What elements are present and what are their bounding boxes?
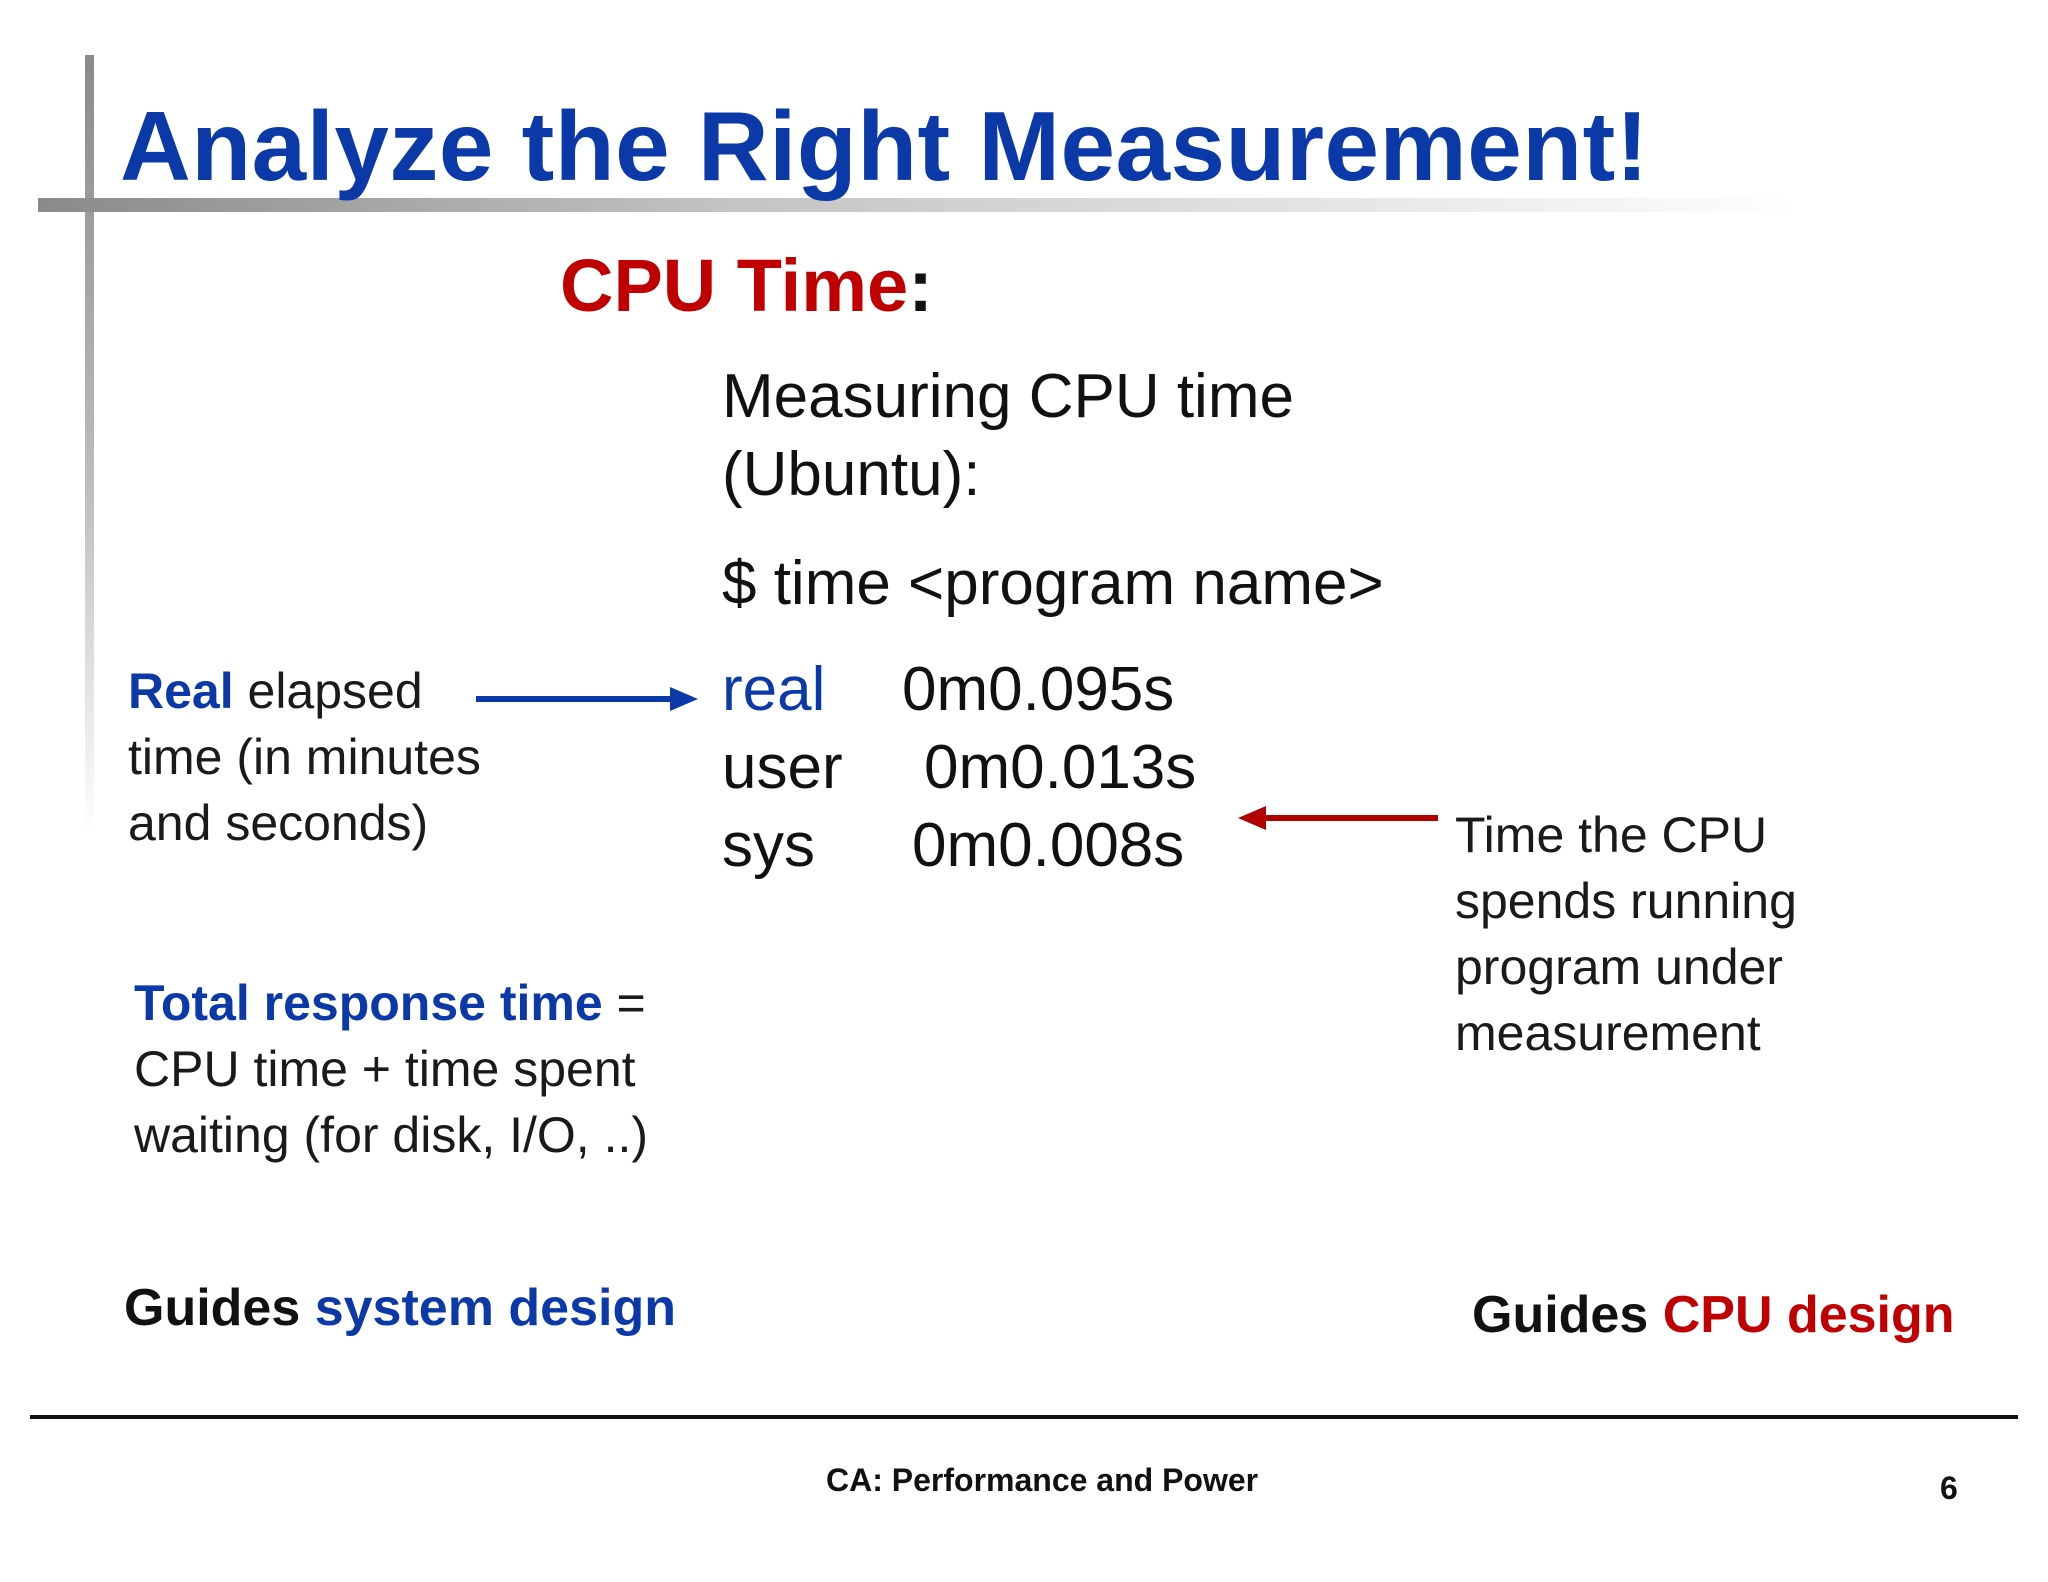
time-value: 0m0.013s [924, 733, 1197, 802]
note-real-line-1: Real elapsed [128, 658, 481, 724]
decorative-horizontal-bar [38, 198, 1798, 212]
time-label: sys [722, 811, 815, 880]
measuring-line-2: (Ubuntu): [722, 440, 981, 509]
footer-title: CA: Performance and Power [826, 1462, 1259, 1498]
page-number: 6 [1940, 1470, 1958, 1506]
note-real-rest: elapsed [233, 663, 423, 719]
note-real-elapsed: Real elapsed time (in minutes and second… [128, 658, 481, 856]
note-total-line-1: Total response time = [134, 970, 648, 1036]
guide-left-highlight: system design [314, 1279, 676, 1337]
measuring-line-1: Measuring CPU time [722, 362, 1294, 431]
note-cpu-time: Time the CPU spends running program unde… [1455, 802, 1797, 1066]
note-real-line-3: and seconds) [128, 795, 429, 851]
time-row-sys: sys 0m0.008s [722, 810, 1184, 881]
note-cpu-line-4: measurement [1455, 1005, 1761, 1061]
arrow-right-icon [476, 687, 698, 711]
note-real-bold: Real [128, 663, 234, 719]
arrow-left-icon [1238, 806, 1438, 830]
decorative-vertical-bar [85, 55, 94, 835]
time-label: user [722, 733, 843, 802]
note-total-response: Total response time = CPU time + time sp… [134, 970, 648, 1168]
guide-left-prefix: Guides [124, 1279, 315, 1337]
guide-right-prefix: Guides [1472, 1286, 1663, 1344]
time-value: 0m0.095s [902, 655, 1175, 724]
note-real-line-2: time (in minutes [128, 729, 481, 785]
time-row-real: real 0m0.095s [722, 654, 1174, 725]
note-total-line-3: waiting (for disk, I/O, ..) [134, 1107, 649, 1163]
note-total-line-2: CPU time + time spent [134, 1041, 636, 1097]
guide-system-design: Guides system design [124, 1278, 676, 1338]
note-cpu-line-3: program under [1455, 939, 1783, 995]
note-cpu-line-2: spends running [1455, 873, 1797, 929]
time-row-user: user 0m0.013s [722, 732, 1196, 803]
time-label: real [722, 655, 826, 724]
section-heading: CPU Time: [560, 243, 933, 328]
measuring-text: Measuring CPU time (Ubuntu): [722, 358, 1294, 514]
note-cpu-line-1: Time the CPU [1455, 807, 1768, 863]
guide-right-highlight: CPU design [1662, 1286, 1955, 1344]
heading-colon: : [908, 244, 933, 327]
time-value: 0m0.008s [912, 811, 1185, 880]
command-text: $ time <program name> [722, 549, 1384, 618]
note-total-bold: Total response time [134, 975, 603, 1031]
heading-main: CPU Time [560, 244, 909, 327]
footer-divider [30, 1415, 2018, 1419]
slide-title: Analyze the Right Measurement! [120, 91, 1649, 201]
guide-cpu-design: Guides CPU design [1472, 1285, 1955, 1345]
note-total-rest: = [602, 975, 646, 1031]
